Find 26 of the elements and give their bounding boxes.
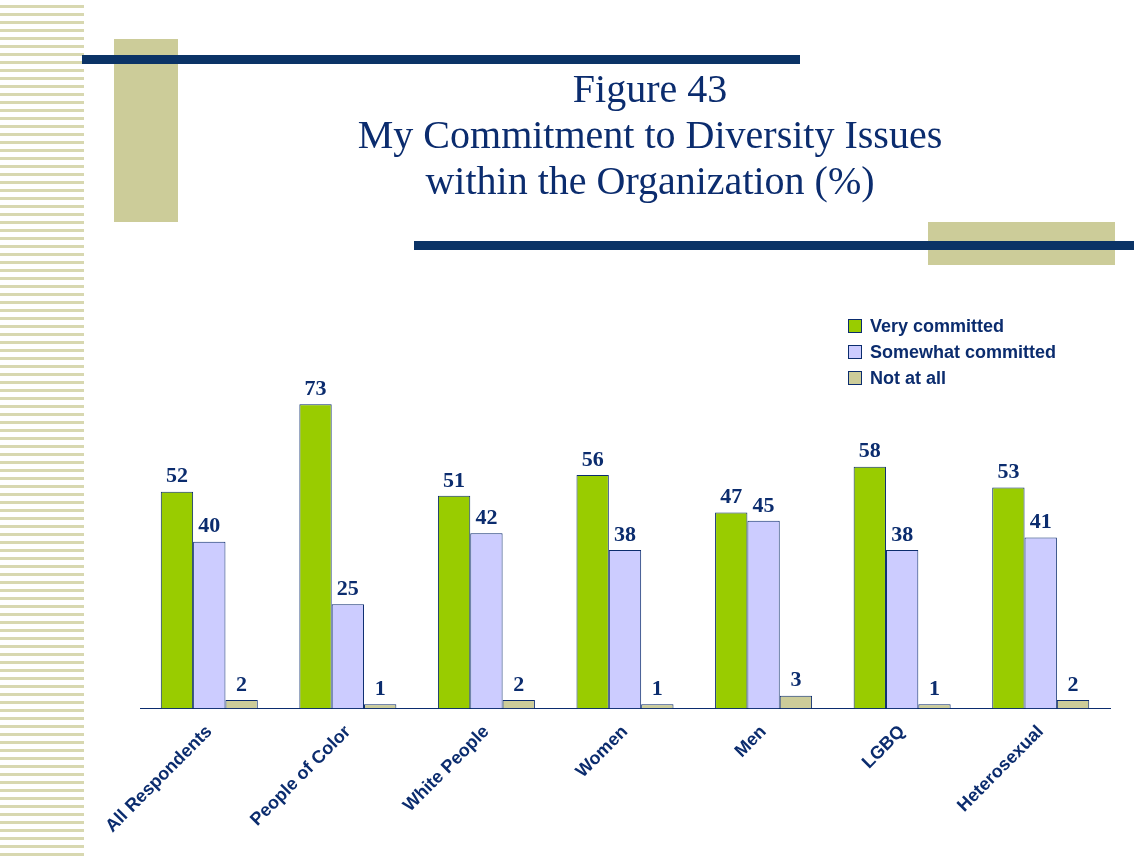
data-label: 1 <box>374 674 386 700</box>
data-label: 38 <box>614 520 636 546</box>
data-label: 1 <box>928 674 940 700</box>
data-label: 25 <box>336 574 359 600</box>
data-label: 53 <box>997 458 1020 484</box>
data-label: 58 <box>858 437 881 463</box>
data-label: 51 <box>443 466 466 492</box>
data-label: 2 <box>1067 670 1079 696</box>
data-label: 45 <box>752 491 775 517</box>
chart-title: Figure 43 My Commitment to Diversity Issues within the Organization (%) <box>356 66 944 204</box>
x-tick-label: Men <box>730 721 770 761</box>
data-label: 3 <box>790 666 802 692</box>
legend-label: Not at all <box>869 368 946 388</box>
data-label: 42 <box>475 504 498 530</box>
data-label: 52 <box>165 462 188 488</box>
data-label: 40 <box>198 512 221 538</box>
data-label: 56 <box>581 445 604 471</box>
data-label: 38 <box>891 520 914 546</box>
legend-label: Somewhat committed <box>869 342 1056 362</box>
data-label: 2 <box>236 670 248 696</box>
data-label: 73 <box>304 374 327 400</box>
data-label: 1 <box>651 674 663 700</box>
legend-label: Very committed <box>869 316 1005 336</box>
data-label: 47 <box>720 483 743 509</box>
data-label: 2 <box>513 670 525 696</box>
data-label: 41 <box>1029 508 1052 534</box>
